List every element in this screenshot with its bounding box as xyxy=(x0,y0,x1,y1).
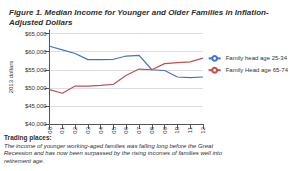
svg-text:$55,000: $55,000 xyxy=(25,67,47,73)
svg-text:03: 03 xyxy=(85,126,91,133)
svg-text:04: 04 xyxy=(98,126,104,133)
svg-text:00: 00 xyxy=(47,126,53,133)
svg-text:$50,000: $50,000 xyxy=(25,85,47,91)
svg-text:Family head age 25-34: Family head age 25-34 xyxy=(226,55,288,61)
svg-text:2013 dollars: 2013 dollars xyxy=(8,61,14,94)
svg-text:11: 11 xyxy=(187,126,193,133)
svg-text:The income of younger working-: The income of younger working-aged famil… xyxy=(4,143,213,149)
svg-text:12: 12 xyxy=(200,126,206,133)
svg-text:08: 08 xyxy=(149,126,155,133)
svg-text:Figure 1. Median Income for Yo: Figure 1. Median Income for Younger and … xyxy=(9,8,271,17)
svg-text:Family Head age 65-74: Family Head age 65-74 xyxy=(226,67,289,73)
svg-text:10: 10 xyxy=(174,126,180,133)
svg-text:Trading places:: Trading places: xyxy=(4,134,52,142)
svg-text:09: 09 xyxy=(162,126,168,133)
svg-text:$45,000: $45,000 xyxy=(25,103,47,109)
svg-text:06: 06 xyxy=(123,126,129,133)
svg-text:02: 02 xyxy=(72,126,78,133)
svg-text:Recession and has now been sur: Recession and has now been surpassed by … xyxy=(4,150,224,156)
svg-text:$60,000: $60,000 xyxy=(25,49,47,55)
svg-text:$40,000: $40,000 xyxy=(25,121,47,127)
svg-text:07: 07 xyxy=(136,126,142,133)
svg-text:Adjusted Dollars: Adjusted Dollars xyxy=(8,18,73,27)
svg-text:$65,000: $65,000 xyxy=(25,31,47,37)
svg-text:retirement age.: retirement age. xyxy=(4,158,44,164)
svg-text:01: 01 xyxy=(59,126,65,133)
svg-text:05: 05 xyxy=(111,126,117,133)
